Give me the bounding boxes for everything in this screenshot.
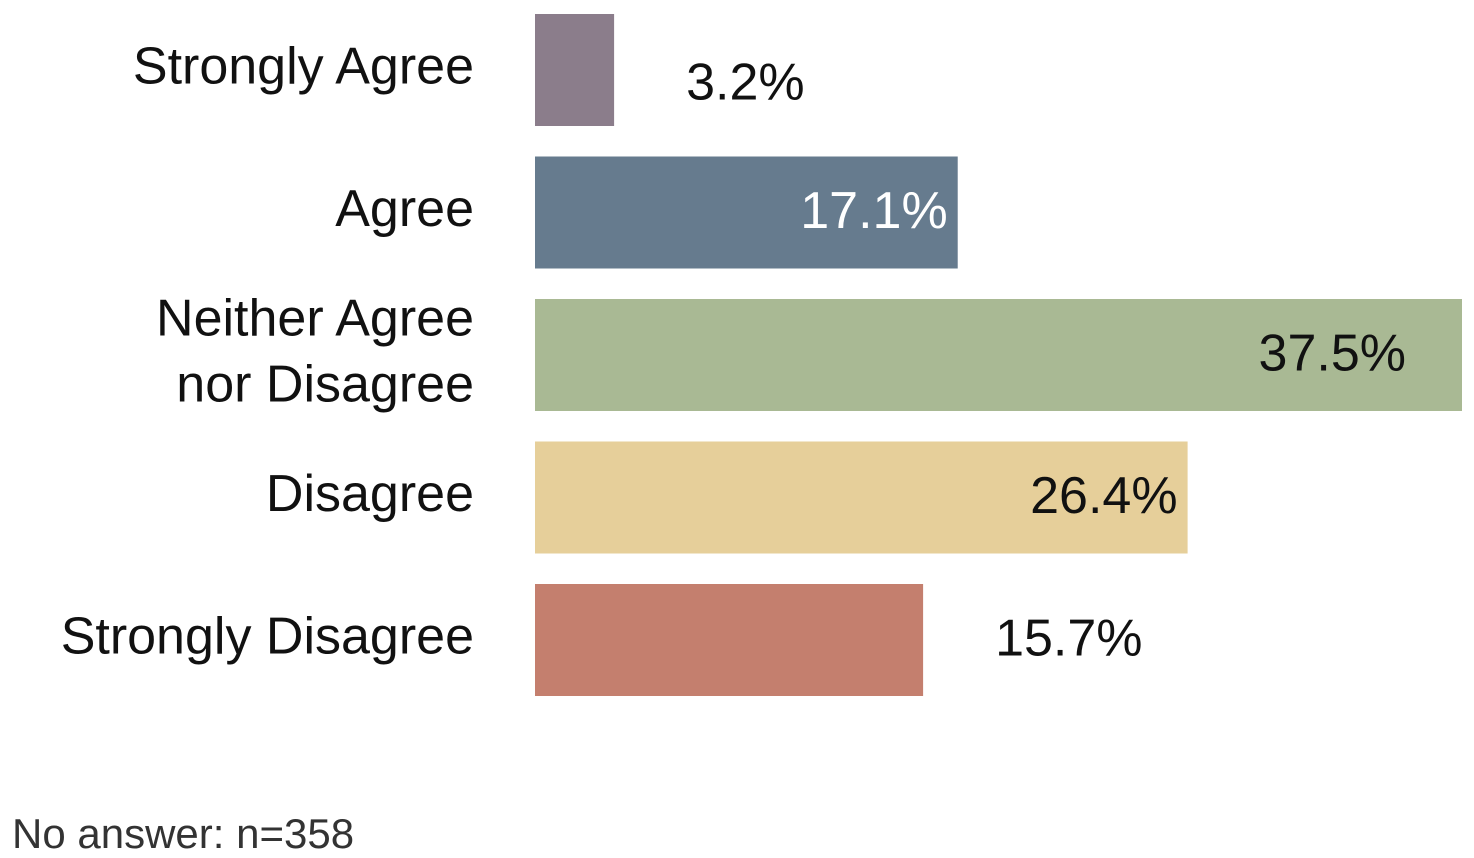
value-label-strongly-disagree: 15.7% [995,610,1142,668]
no-answer-footnote: No answer: n=358 [12,810,355,857]
bar-strongly-disagree [535,584,924,696]
category-label-strongly-disagree: Strongly Disagree [61,608,474,666]
value-label-disagree: 26.4% [1030,467,1177,525]
category-label-agree: Agree [335,180,474,238]
bar-chart: Strongly Agree 3.2% Agree 17.1% Neither Agre… [61,14,1462,696]
bar-disagree [535,441,1188,554]
bar-agree [535,156,958,269]
category-label-neither-agree-nor-disagree: Neither Agree nor Disagree [156,290,474,414]
value-label-neither-agree-nor-disagree: 37.5% [1259,325,1406,383]
value-label-strongly-agree: 3.2% [686,54,805,112]
category-label-strongly-agree: Strongly Agree [133,38,474,96]
category-label-disagree: Disagree [266,465,474,523]
bar-neither-agree-nor-disagree [535,299,1462,411]
bar-strongly-agree [535,14,615,126]
value-label-agree: 17.1% [800,182,947,240]
